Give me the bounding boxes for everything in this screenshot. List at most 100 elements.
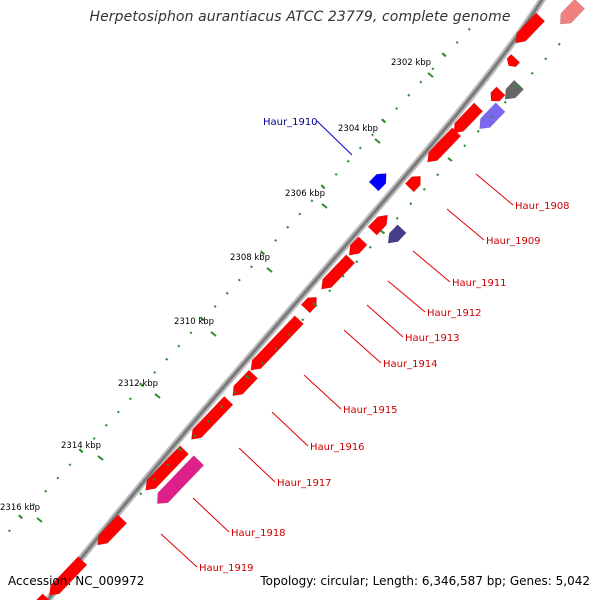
major-tick <box>36 517 43 523</box>
gene-features <box>36 0 586 600</box>
minor-tick <box>189 331 193 335</box>
minor-tick <box>128 397 132 401</box>
inner-ring-tick <box>206 419 210 423</box>
inner-ring-tick <box>260 361 264 365</box>
inner-ring-tick <box>476 129 480 133</box>
gene-arrow <box>36 593 50 600</box>
inner-ring-tick <box>152 477 156 481</box>
inner-ring-tick <box>287 332 291 336</box>
scale-labels: 2302 kbp 2304 kbp 2306 kbp 2308 kbp 2310 kbp… <box>0 58 434 523</box>
minor-tick <box>310 199 314 203</box>
major-tick <box>441 52 447 58</box>
inner-ring-tick <box>274 347 278 351</box>
gene-arrow <box>504 79 525 100</box>
major-tick <box>427 72 434 78</box>
gene-arrow <box>348 236 368 256</box>
minor-tick <box>32 502 36 506</box>
inner-ring-tick <box>530 71 534 75</box>
major-tick <box>210 331 217 337</box>
gene-label: Haur_1914 <box>383 359 438 370</box>
gene-label: Haur_1908 <box>515 201 570 212</box>
gene-label: Haur_1912 <box>427 308 482 319</box>
minor-tick <box>249 265 253 269</box>
inner-ring-tick <box>463 144 467 148</box>
inner-ring-tick <box>301 318 305 322</box>
gene-labels: Haur_1908 Haur_1909 Haur_1910 Haur_1911 Haur… <box>160 117 570 574</box>
gene-arrow <box>506 53 521 68</box>
inner-ring-tick <box>177 447 183 452</box>
leader-line <box>160 533 198 568</box>
gene-label: Haur_1913 <box>405 333 460 344</box>
major-tick <box>374 138 381 144</box>
inner-ring-tick <box>328 289 332 293</box>
scale-label: 2308 kbp <box>230 253 270 263</box>
inner-ring-tick <box>312 302 318 307</box>
gene-label: Haur_1910 <box>263 117 318 128</box>
scale-label: 2312 kbp <box>118 379 158 389</box>
gene-arrow <box>479 102 506 130</box>
genome-backbone <box>43 0 546 600</box>
inner-ring-tick <box>341 274 345 278</box>
inner-ring-tick <box>166 463 170 467</box>
leader-line <box>446 208 485 241</box>
inner-ring-tick <box>490 115 494 119</box>
minor-tick <box>431 67 435 71</box>
minor-tick <box>92 436 96 440</box>
scale-label: 2310 kbp <box>174 317 214 327</box>
minor-tick <box>165 357 169 361</box>
gene-arrow <box>250 315 304 371</box>
leader-line <box>366 304 404 338</box>
gene-label: Haur_1915 <box>343 405 398 416</box>
inner-ring-tick <box>244 374 251 380</box>
minor-tick <box>56 476 60 480</box>
genome-backbone-inner <box>45 0 544 600</box>
major-tick <box>97 455 104 461</box>
scale-label: 2304 kbp <box>338 124 378 134</box>
leader-line <box>303 374 342 410</box>
minor-tick <box>395 106 399 110</box>
gene-arrow <box>367 214 388 236</box>
inner-ring-tick <box>447 157 453 162</box>
minor-tick <box>370 133 374 137</box>
minor-tick <box>104 423 108 427</box>
inner-ring-tick <box>544 57 548 61</box>
scale-label: 2302 kbp <box>391 58 431 68</box>
gene-arrow <box>427 127 462 163</box>
gene-arrow <box>145 445 190 491</box>
leader-line <box>316 120 353 156</box>
inner-ring-tick <box>409 202 413 206</box>
leader-line <box>387 280 426 313</box>
scale-label: 2306 kbp <box>285 189 325 199</box>
accession-text: Accession: NC_009972 <box>8 574 145 588</box>
minor-tick <box>467 27 471 31</box>
gene-arrow <box>321 254 356 290</box>
minor-tick <box>237 278 241 282</box>
scale-ticks <box>7 27 471 533</box>
gene-arrow <box>404 175 421 193</box>
major-tick <box>199 316 205 322</box>
genome-summary-text: Topology: circular; Length: 6,346,587 bp… <box>260 574 590 588</box>
minor-tick <box>44 489 48 493</box>
inner-ring-tick <box>233 390 237 394</box>
minor-tick <box>213 304 217 308</box>
gene-arrow <box>387 224 407 244</box>
inner-ring-tick <box>220 405 224 409</box>
leader-line <box>192 497 230 533</box>
gene-arrow-highlighted <box>368 173 387 192</box>
inner-ring-tick <box>193 434 197 438</box>
minor-tick <box>334 172 338 176</box>
inner-ring-tick <box>379 229 386 235</box>
inner-ring-tick <box>436 173 440 177</box>
inner-ring-tick <box>514 84 521 90</box>
inner-ring-tick <box>395 216 399 220</box>
minor-tick <box>153 370 157 374</box>
minor-tick <box>116 410 120 414</box>
leader-line <box>412 250 451 283</box>
gene-label: Haur_1916 <box>310 442 365 453</box>
inner-ring-tick <box>422 187 426 191</box>
gene-arrow <box>490 86 506 102</box>
leader-line <box>475 173 514 206</box>
minor-tick <box>358 146 362 150</box>
inner-ring-tick <box>355 260 359 264</box>
